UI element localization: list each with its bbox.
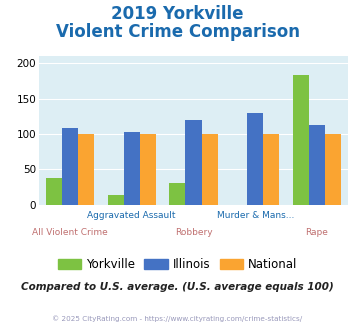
Bar	[263, 134, 279, 205]
Text: Compared to U.S. average. (U.S. average equals 100): Compared to U.S. average. (U.S. average …	[21, 282, 334, 292]
Bar	[78, 134, 94, 205]
Text: 2019 Yorkville: 2019 Yorkville	[111, 5, 244, 23]
Bar	[185, 120, 202, 205]
Bar	[140, 134, 156, 205]
Legend: Yorkville, Illinois, National: Yorkville, Illinois, National	[53, 253, 302, 276]
Bar	[46, 178, 62, 205]
Bar	[325, 134, 341, 205]
Text: Robbery: Robbery	[175, 228, 212, 237]
Bar	[124, 132, 140, 205]
Text: Rape: Rape	[306, 228, 328, 237]
Bar	[309, 125, 325, 205]
Text: Aggravated Assault: Aggravated Assault	[87, 211, 176, 220]
Text: Murder & Mans...: Murder & Mans...	[217, 211, 294, 220]
Text: © 2025 CityRating.com - https://www.cityrating.com/crime-statistics/: © 2025 CityRating.com - https://www.city…	[53, 315, 302, 322]
Bar	[169, 183, 185, 205]
Text: Violent Crime Comparison: Violent Crime Comparison	[55, 23, 300, 41]
Bar	[293, 75, 309, 205]
Bar	[202, 134, 218, 205]
Text: All Violent Crime: All Violent Crime	[32, 228, 108, 237]
Bar	[247, 113, 263, 205]
Bar	[62, 128, 78, 205]
Bar	[108, 195, 124, 205]
